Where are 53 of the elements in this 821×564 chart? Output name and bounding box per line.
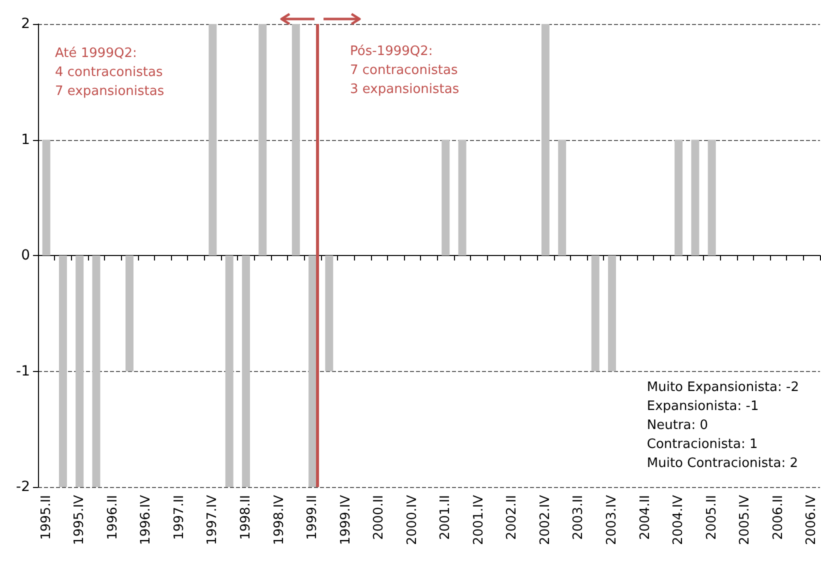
x-tick-label: 2004.IV	[671, 494, 686, 545]
x-tick-label: 1997.IV	[205, 494, 220, 545]
bar	[208, 24, 217, 256]
bar	[608, 256, 616, 372]
x-tick-label: 2004.II	[638, 495, 653, 540]
bar	[442, 140, 450, 256]
bar	[325, 256, 334, 372]
x-tick-label: 2000.IV	[404, 494, 420, 545]
bar	[708, 140, 716, 256]
x-tick-label: 2001.II	[438, 495, 454, 540]
x-tick-label: 1996.IV	[138, 494, 154, 545]
x-tick-label: 1998.II	[238, 495, 254, 540]
annotation: Até 1999Q2: 4 contraconistas 7 expansionistas	[55, 46, 164, 99]
bar	[242, 256, 250, 487]
y-tick-label: -1	[16, 363, 30, 380]
x-tick-label: 1995.IV	[72, 494, 88, 545]
bar	[225, 256, 234, 487]
x-tick-label: 1997.II	[172, 495, 187, 540]
y-tick-label: 1	[21, 132, 30, 148]
annotation: Muito Expansionista: -2 Expansionista: -1 Neutra: 0 Contracionista: 1 Muito Contracionista: 2	[646, 380, 800, 471]
x-tick-label: 1998.IV	[272, 494, 287, 545]
x-tick-label: 2005.IV	[738, 494, 753, 545]
x-tick-label: 1999.IV	[338, 494, 354, 545]
y-tick-label: 2	[21, 16, 30, 32]
x-tick-label: 2002.II	[504, 495, 520, 540]
x-tick-label: 2006.IV	[804, 494, 820, 545]
x-tick-label: 2003.II	[571, 495, 586, 540]
x-tick-label: 2005.II	[704, 495, 720, 540]
bar	[292, 24, 300, 256]
bar	[591, 256, 600, 372]
bar	[92, 256, 100, 487]
x-tick-label: 2000.II	[372, 495, 387, 540]
bar	[308, 256, 317, 487]
annotation: Pós-1999Q2: 7 contraconistas 3 expansionistas	[350, 44, 460, 97]
bar	[258, 24, 267, 256]
bar	[458, 140, 466, 256]
x-tick-label: 2003.IV	[604, 494, 620, 545]
y-tick-label: 0	[21, 248, 30, 264]
y-tick-label: -2	[16, 479, 30, 495]
bar	[674, 140, 683, 256]
x-tick-label: 2001.IV	[471, 494, 486, 545]
bar	[76, 256, 84, 487]
x-tick-label: 1995.II	[38, 495, 54, 540]
bar	[558, 140, 566, 256]
bar	[691, 140, 700, 256]
x-tick-label: 2002.IV	[538, 494, 553, 545]
x-tick-label: 1999.II	[305, 495, 320, 540]
bar	[541, 24, 550, 256]
x-tick-label: 1996.II	[105, 495, 120, 540]
bar	[42, 140, 50, 256]
x-tick-label: 2006.II	[770, 495, 786, 540]
bar	[58, 256, 67, 487]
bar	[126, 256, 134, 372]
